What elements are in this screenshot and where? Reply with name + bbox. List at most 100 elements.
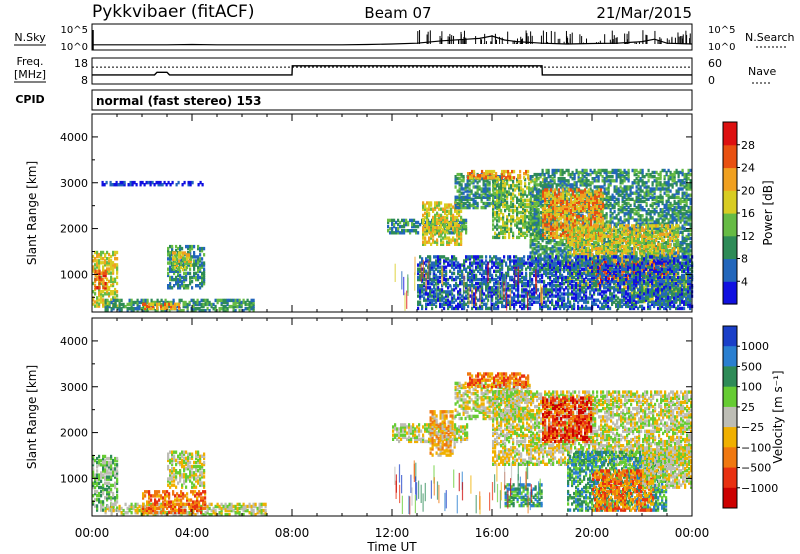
heatmap-cell	[681, 267, 684, 272]
heatmap-cell	[637, 199, 640, 204]
heatmap-cell	[635, 181, 638, 185]
heatmap-cell	[436, 213, 439, 218]
heatmap-cell	[623, 187, 626, 191]
heatmap-cell	[182, 253, 185, 257]
heatmap-cell	[671, 208, 674, 212]
heatmap-cell	[565, 241, 568, 245]
heatmap-cell	[189, 267, 192, 271]
heatmap-cell	[150, 306, 153, 311]
heatmap-cell	[645, 220, 648, 224]
heatmap-cell	[436, 203, 439, 207]
heatmap-cell	[582, 190, 585, 194]
heatmap-cell	[181, 282, 184, 286]
heatmap-cell	[556, 233, 559, 237]
heatmap-cell	[104, 292, 107, 296]
heatmap-cell	[593, 179, 596, 183]
heatmap-cell	[252, 309, 255, 313]
heatmap-cell	[659, 170, 662, 175]
heatmap-cell	[677, 203, 680, 208]
heatmap-cell	[567, 172, 570, 177]
heatmap-cell	[605, 199, 608, 204]
heatmap-cell	[655, 181, 658, 185]
heatmap-cell	[555, 247, 558, 251]
heatmap-cell	[578, 221, 581, 225]
heatmap-cell	[444, 217, 447, 222]
heatmap-cell	[607, 238, 610, 243]
heatmap-cell	[450, 213, 453, 218]
heatmap-cell	[524, 223, 527, 227]
heatmap-cell	[567, 212, 570, 216]
heatmap-cell	[524, 215, 527, 219]
heatmap-cell	[637, 203, 640, 208]
heatmap-cell	[468, 203, 471, 208]
heatmap-cell	[533, 255, 536, 259]
heatmap-cell	[549, 251, 552, 255]
heatmap-cell	[611, 241, 614, 245]
heatmap-cell	[448, 236, 451, 240]
heatmap-cell	[480, 199, 483, 204]
heatmap-cell	[498, 225, 501, 229]
heatmap-cell	[677, 195, 680, 199]
heatmap-cell	[554, 235, 557, 240]
heatmap-cell	[607, 203, 610, 208]
heatmap-cell	[645, 187, 648, 191]
heatmap-cell	[567, 267, 570, 272]
heatmap-cell	[560, 196, 563, 200]
heatmap-cell	[665, 183, 668, 187]
heatmap-cell	[554, 208, 557, 213]
heatmap-cell	[405, 218, 408, 223]
heatmap-cell	[106, 250, 109, 255]
heatmap-cell	[584, 208, 587, 213]
heatmap-cell	[510, 215, 513, 219]
heatmap-cell	[569, 240, 572, 245]
heatmap-cell	[535, 259, 538, 263]
heatmap-cell	[110, 298, 113, 302]
heatmap-cell	[160, 302, 163, 307]
heatmap-cell	[526, 202, 529, 207]
heatmap-cell	[164, 302, 167, 306]
heatmap-cell	[673, 175, 676, 179]
heatmap-cell	[545, 183, 548, 187]
heatmap-cell	[681, 199, 684, 204]
heatmap-cell	[556, 208, 559, 213]
heatmap-cell	[484, 189, 487, 193]
heatmap-cell	[681, 195, 684, 199]
heatmap-cell	[468, 193, 471, 197]
heatmap-cell	[419, 222, 422, 227]
heatmap-cell	[134, 300, 137, 305]
heatmap-cell	[546, 208, 549, 213]
heatmap-cell	[679, 245, 682, 249]
heatmap-cell	[559, 249, 562, 253]
heatmap-cell	[551, 172, 554, 177]
heatmap-cell	[613, 228, 616, 232]
heatmap-cell	[195, 259, 198, 263]
heatmap-cell	[591, 189, 594, 193]
heatmap-cell	[466, 205, 469, 210]
heatmap-cell	[178, 251, 181, 255]
heatmap-cell	[203, 271, 206, 276]
heatmap-cell	[116, 263, 119, 267]
heatmap-cell	[631, 197, 634, 201]
heatmap-cell	[578, 202, 581, 207]
heatmap-cell	[563, 177, 566, 181]
heatmap-cell	[434, 240, 437, 244]
heatmap-cell	[589, 230, 592, 234]
heatmap-cell	[601, 191, 604, 195]
heatmap-cell	[544, 194, 547, 198]
heatmap-cell	[609, 214, 612, 218]
heatmap-cell	[575, 236, 578, 240]
heatmap-cell	[454, 228, 457, 232]
heatmap-cell	[250, 298, 253, 303]
heatmap-cell	[554, 225, 557, 229]
heatmap-cell	[623, 193, 626, 197]
heatmap-cell	[494, 186, 497, 190]
heatmap-cell	[585, 185, 588, 189]
heatmap-cell	[94, 273, 97, 278]
heatmap-cell	[567, 269, 570, 273]
heatmap-cell	[605, 201, 608, 206]
heatmap-cell	[201, 249, 204, 253]
heatmap-cell	[524, 190, 527, 194]
heatmap-cell	[460, 199, 463, 204]
heatmap-cell	[430, 228, 433, 232]
heatmap-cell	[584, 219, 587, 223]
